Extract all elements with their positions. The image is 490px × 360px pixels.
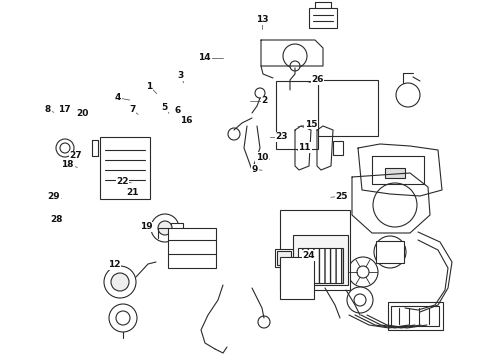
Circle shape — [258, 316, 270, 328]
Circle shape — [116, 311, 130, 325]
Text: 22: 22 — [116, 177, 129, 186]
Circle shape — [396, 83, 420, 107]
Text: 16: 16 — [180, 116, 193, 125]
Bar — [280, 210, 350, 290]
Bar — [279, 85, 315, 145]
Circle shape — [56, 139, 74, 157]
Text: 25: 25 — [335, 192, 348, 201]
Bar — [282, 259, 312, 297]
Circle shape — [283, 44, 307, 68]
Bar — [293, 235, 347, 285]
Bar — [309, 8, 337, 28]
Text: 7: 7 — [129, 105, 136, 114]
Text: 20: 20 — [76, 109, 89, 118]
Bar — [388, 302, 442, 330]
Bar — [100, 137, 150, 199]
Circle shape — [290, 61, 300, 71]
Bar — [318, 80, 378, 136]
Bar — [275, 249, 293, 267]
Text: 27: 27 — [70, 152, 82, 161]
Text: 4: 4 — [114, 94, 121, 102]
Circle shape — [109, 304, 137, 332]
Circle shape — [158, 221, 172, 235]
Circle shape — [374, 236, 406, 268]
Text: 14: 14 — [198, 53, 211, 62]
Circle shape — [347, 287, 373, 313]
Circle shape — [104, 266, 136, 298]
Text: 18: 18 — [61, 160, 74, 169]
Circle shape — [348, 257, 378, 287]
Text: 15: 15 — [305, 120, 318, 129]
Circle shape — [111, 273, 129, 291]
Bar — [276, 81, 318, 149]
Text: 17: 17 — [58, 105, 71, 114]
Bar — [391, 306, 439, 326]
Circle shape — [60, 143, 70, 153]
Bar — [280, 257, 314, 299]
Circle shape — [357, 266, 369, 278]
Text: 6: 6 — [175, 106, 181, 115]
Bar — [376, 241, 404, 263]
Text: 2: 2 — [262, 96, 268, 105]
Text: 24: 24 — [302, 251, 315, 260]
Text: 23: 23 — [275, 132, 288, 141]
Text: 13: 13 — [256, 15, 269, 24]
Text: 3: 3 — [177, 71, 183, 80]
Circle shape — [228, 128, 240, 140]
Text: 26: 26 — [311, 75, 324, 84]
Text: 29: 29 — [48, 192, 60, 201]
Text: 19: 19 — [140, 222, 152, 231]
Circle shape — [151, 214, 179, 242]
Circle shape — [255, 88, 265, 98]
Circle shape — [354, 294, 366, 306]
Bar — [120, 139, 130, 147]
Text: 8: 8 — [45, 105, 51, 114]
Text: 21: 21 — [126, 188, 139, 197]
Text: 5: 5 — [161, 104, 167, 112]
Bar — [171, 223, 183, 233]
Text: 9: 9 — [251, 165, 258, 174]
Bar — [385, 168, 405, 178]
Text: 11: 11 — [298, 143, 311, 152]
Circle shape — [373, 183, 417, 227]
Bar — [168, 228, 216, 268]
Bar — [322, 84, 374, 132]
Text: 28: 28 — [50, 215, 63, 224]
Circle shape — [381, 243, 399, 261]
Bar — [333, 141, 343, 155]
Text: 1: 1 — [147, 82, 152, 91]
Text: 10: 10 — [256, 153, 269, 162]
Bar — [297, 248, 343, 283]
Bar — [277, 251, 291, 265]
Text: 12: 12 — [108, 260, 121, 269]
